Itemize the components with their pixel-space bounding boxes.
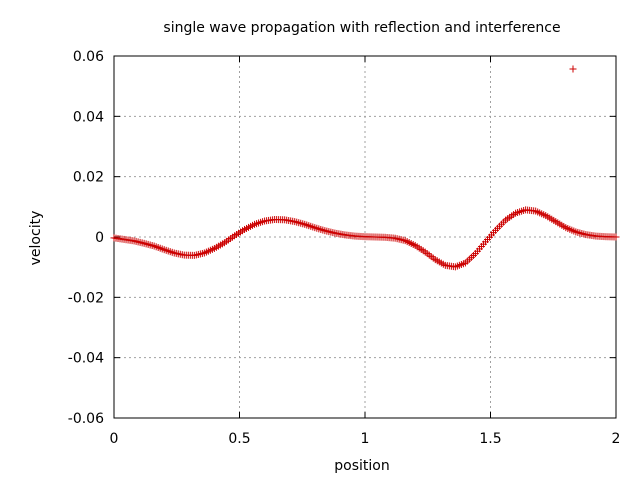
legend-marker-plus xyxy=(569,65,577,73)
data-points xyxy=(110,206,620,271)
x-tick-label: 2 xyxy=(612,431,621,447)
y-tick-label: -0.04 xyxy=(68,351,104,367)
axis-ticks: 0 0.5 1 1.5 2 -0.06 -0.04 -0.02 0 0.02 0.04 0.06 xyxy=(68,49,621,447)
y-tick-label: 0 xyxy=(95,230,104,246)
y-tick-label: 0.04 xyxy=(73,109,104,125)
x-axis-label: position xyxy=(334,458,389,474)
data-point xyxy=(612,233,620,241)
x-tick-label: 0.5 xyxy=(228,431,250,447)
y-tick-label: 0.06 xyxy=(73,49,104,65)
legend xyxy=(569,65,577,73)
x-tick-label: 1.5 xyxy=(479,431,501,447)
chart-title: single wave propagation with reflection … xyxy=(163,20,560,36)
y-tick-label: -0.02 xyxy=(68,290,104,306)
y-tick-label: 0.02 xyxy=(73,170,104,186)
y-axis-label: velocity xyxy=(28,211,44,266)
legend-marker xyxy=(569,65,577,73)
x-tick-label: 0 xyxy=(110,431,119,447)
y-tick-label: -0.06 xyxy=(68,411,104,427)
x-tick-label: 1 xyxy=(361,431,370,447)
